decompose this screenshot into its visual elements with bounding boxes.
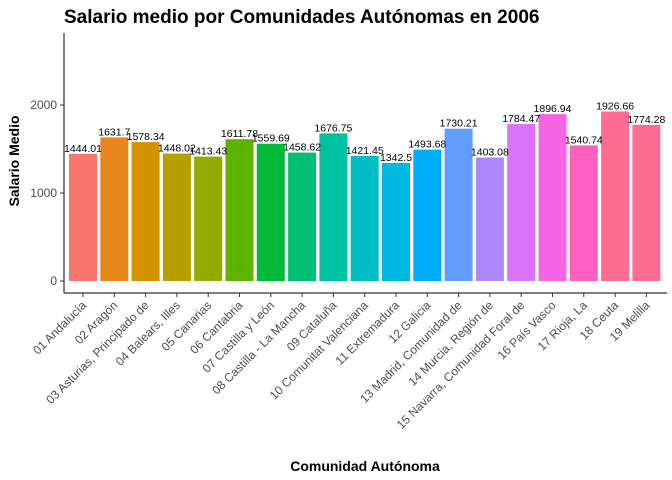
bar-value-label: 1578.34 — [127, 131, 165, 143]
bar — [131, 142, 160, 281]
bar — [507, 124, 536, 281]
bar — [538, 114, 567, 281]
bar — [69, 153, 97, 281]
bar-value-label: 1444.01 — [64, 143, 102, 155]
bar — [288, 152, 317, 281]
bar — [225, 139, 254, 281]
bar — [569, 145, 598, 281]
bar — [256, 143, 285, 281]
bar-value-label: 1342.5 — [380, 152, 412, 164]
y-axis-ticks: 0 1000 2000 — [30, 98, 64, 288]
y-tick-label: 0 — [50, 274, 57, 288]
bar — [413, 149, 442, 281]
bar-value-label: 1730.21 — [440, 118, 478, 130]
bar-value-label: 1611.78 — [221, 128, 258, 140]
bar — [382, 162, 410, 281]
bar-value-label: 1676.75 — [314, 122, 352, 134]
bar-value-label: 1896.94 — [534, 103, 572, 115]
bar-value-label: 1774.28 — [627, 114, 665, 126]
bar-value-label: 1784.47 — [502, 113, 540, 125]
bar-value-label: 1403.08 — [471, 147, 509, 159]
bar-value-label: 1493.68 — [408, 139, 446, 151]
bar — [350, 155, 379, 281]
bar — [475, 157, 504, 281]
bar-value-label: 1540.74 — [565, 134, 603, 146]
x-axis-title: Comunidad Autónoma — [290, 458, 440, 474]
bar — [162, 153, 191, 281]
bar-value-label: 1448.02 — [158, 143, 196, 155]
y-axis-title: Salario Medio — [6, 115, 22, 206]
bars-group — [69, 111, 661, 282]
bar-value-label: 1421.45 — [346, 145, 384, 157]
bar — [632, 124, 661, 282]
y-tick-label: 1000 — [30, 186, 57, 200]
bar — [601, 111, 630, 281]
bar-value-label: 1631.7 — [98, 126, 130, 138]
bar-value-label: 1413.43 — [189, 146, 227, 158]
bar — [100, 137, 129, 281]
bar-value-label: 1926.66 — [596, 101, 634, 113]
bar-value-label: 1559.69 — [252, 133, 290, 145]
bar — [194, 156, 223, 281]
bar-value-label: 1458.62 — [283, 142, 321, 154]
bar — [319, 133, 348, 281]
y-tick-label: 2000 — [30, 98, 57, 112]
bar — [444, 128, 473, 281]
chart-title: Salario medio por Comunidades Autónomas … — [64, 7, 539, 28]
